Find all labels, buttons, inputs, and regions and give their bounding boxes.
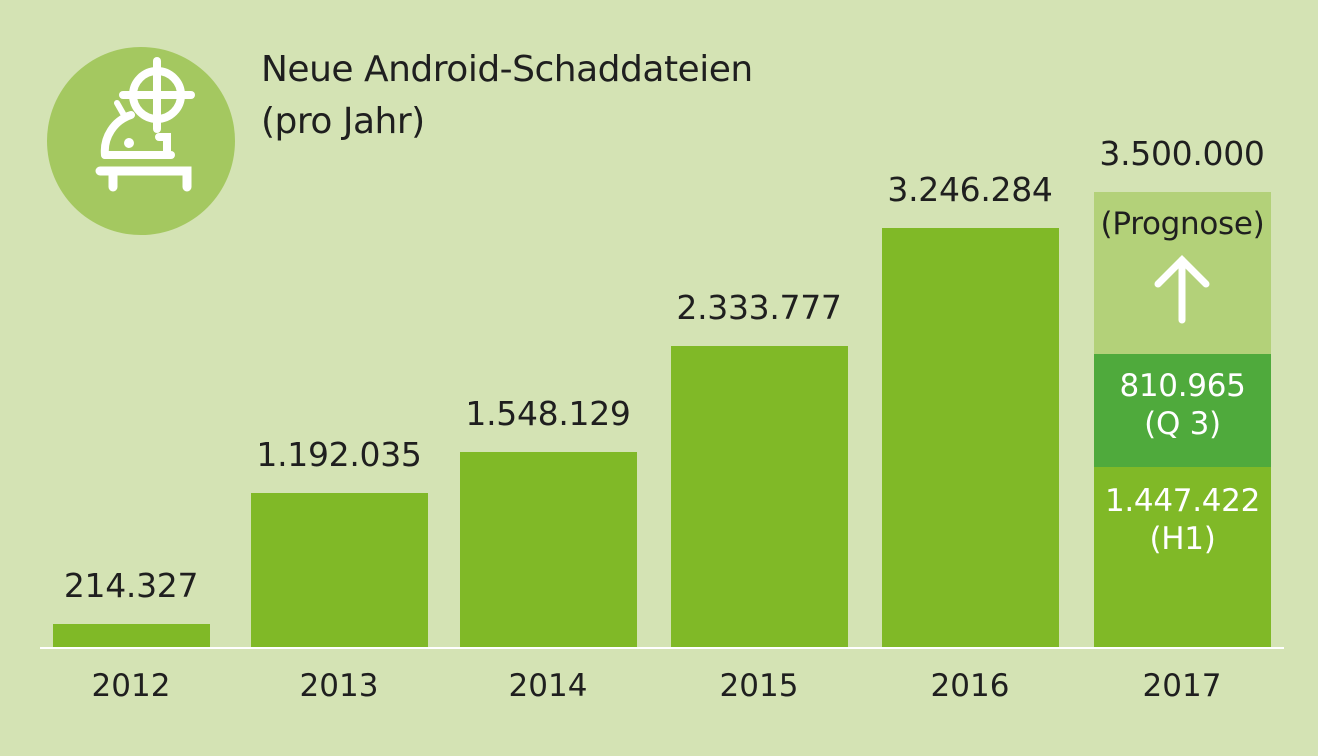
h1-value: 1.447.422 xyxy=(1104,483,1261,519)
android-target-icon xyxy=(95,57,195,192)
q3-value: 810.965 xyxy=(1119,368,1246,404)
bar-2015 xyxy=(671,346,848,648)
chart-title-line1: Neue Android-Schaddateien xyxy=(261,49,753,90)
value-label-2015: 2.333.777 xyxy=(676,288,842,327)
segment-2017-h1: 1.447.422 (H1) xyxy=(1094,467,1271,648)
h1-label: (H1) xyxy=(1149,521,1216,557)
value-label-2012: 214.327 xyxy=(63,566,199,605)
year-label-2012: 2012 xyxy=(91,668,171,704)
q3-label: (Q 3) xyxy=(1144,406,1221,442)
bar-2014 xyxy=(460,452,637,648)
segment-2017-q3: 810.965 (Q 3) xyxy=(1094,354,1271,467)
value-label-2013: 1.192.035 xyxy=(256,435,422,474)
year-label-2015: 2015 xyxy=(719,668,799,704)
value-label-2017: 3.500.000 xyxy=(1099,134,1265,173)
x-axis-baseline xyxy=(40,647,1284,649)
year-label-2017: 2017 xyxy=(1142,668,1222,704)
year-label-2016: 2016 xyxy=(930,668,1010,704)
year-label-2014: 2014 xyxy=(508,668,588,704)
bar-2016 xyxy=(882,228,1059,648)
value-label-2016: 3.246.284 xyxy=(887,170,1053,209)
bar-2017: (Prognose) 810.965 (Q 3) 1.447.422 (H1) xyxy=(1094,192,1271,648)
bar-2012 xyxy=(53,624,210,648)
up-arrow-icon xyxy=(1154,255,1210,324)
chart-title: Neue Android-Schaddateien (pro Jahr) xyxy=(261,44,753,148)
chart-title-line2: (pro Jahr) xyxy=(261,101,425,142)
segment-2017-forecast: (Prognose) xyxy=(1094,192,1271,354)
android-malware-icon-badge xyxy=(47,47,235,235)
year-label-2013: 2013 xyxy=(299,668,379,704)
bar-2013 xyxy=(251,493,428,648)
value-label-2014: 1.548.129 xyxy=(465,394,631,433)
forecast-label: (Prognose) xyxy=(1100,206,1265,242)
